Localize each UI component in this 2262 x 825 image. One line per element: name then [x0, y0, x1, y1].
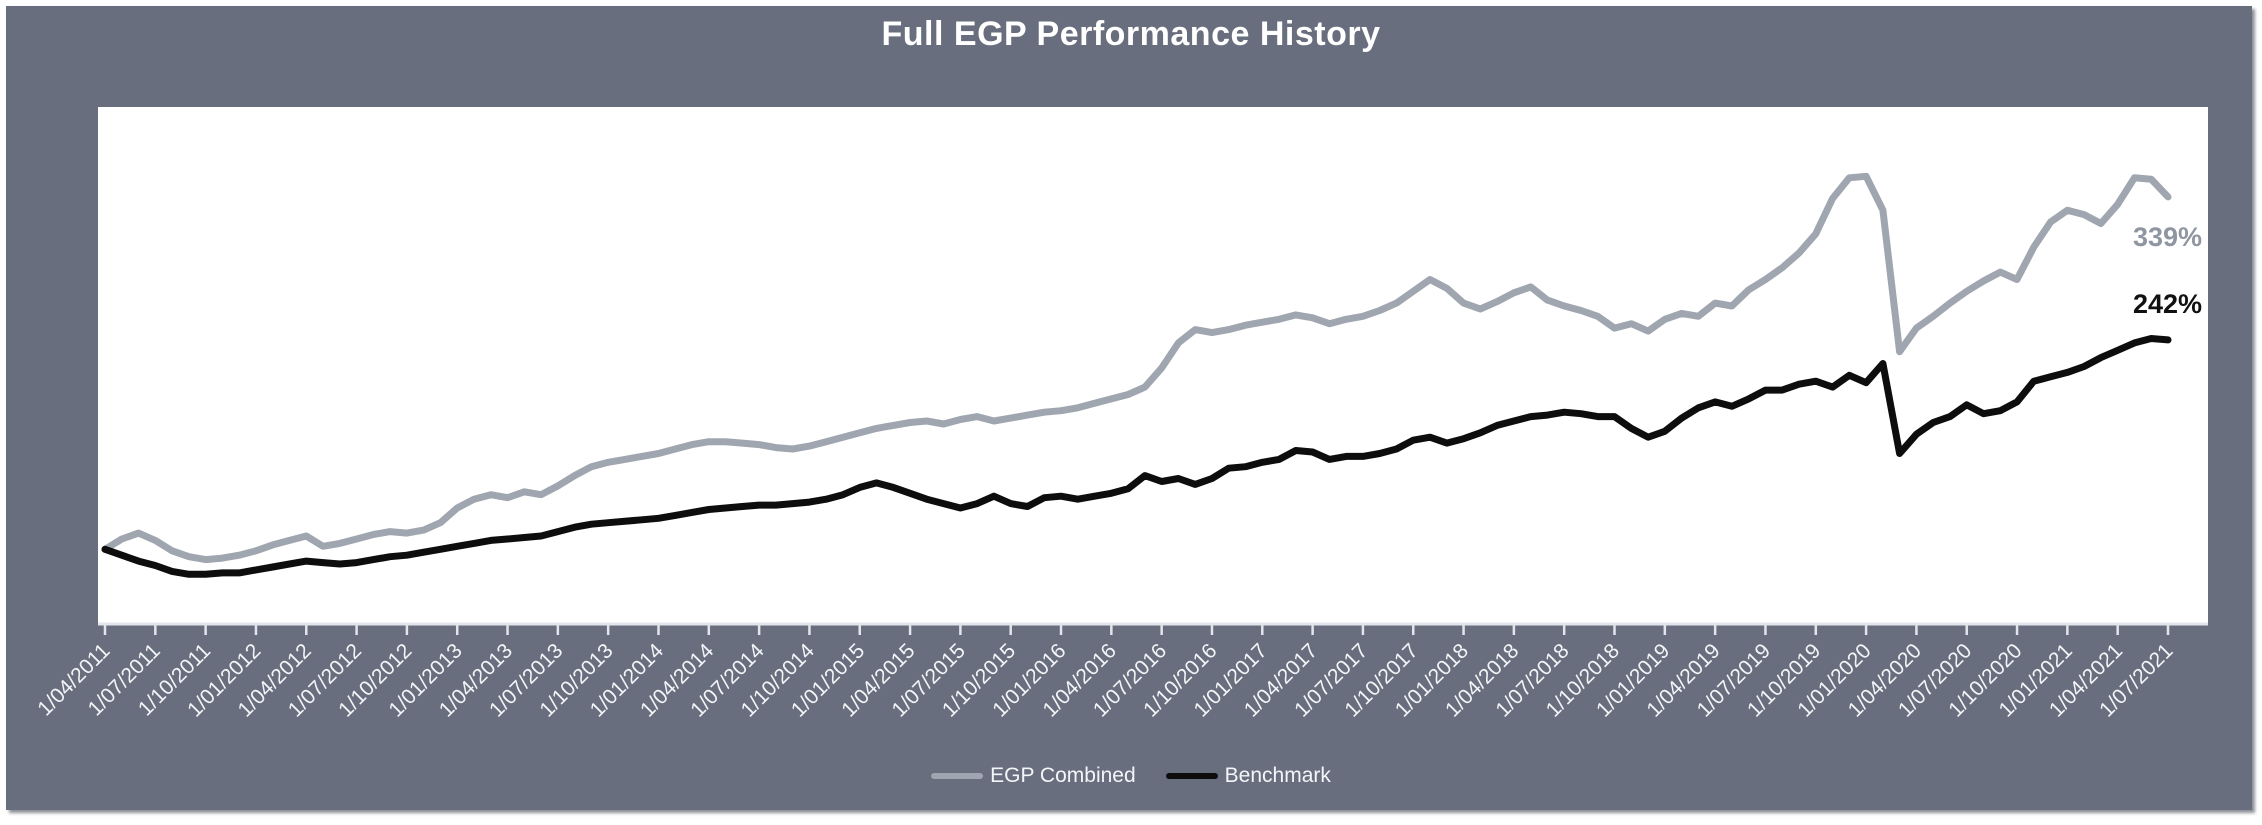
- legend-label-benchmark: Benchmark: [1224, 764, 1331, 787]
- benchmark-end-value-label: 242%: [2132, 289, 2202, 319]
- benchmark-line-swatch-icon: [1165, 773, 1218, 779]
- legend-item-benchmark: Benchmark: [1165, 763, 1331, 789]
- chart-title: Full EGP Performance History: [881, 15, 1381, 53]
- benchmark-line: [101, 335, 2172, 578]
- plot-area: [98, 107, 2208, 623]
- egp-combined-line: [101, 172, 2172, 564]
- egp-combined-line-swatch-icon: [931, 773, 984, 779]
- legend-label-egp-combined: EGP Combined: [990, 764, 1136, 787]
- legend-item-egp-combined: EGP Combined: [931, 763, 1136, 789]
- egp-combined-end-value-label: 339%: [2132, 222, 2202, 252]
- chart-legend: EGP Combined Benchmark: [0, 763, 2262, 789]
